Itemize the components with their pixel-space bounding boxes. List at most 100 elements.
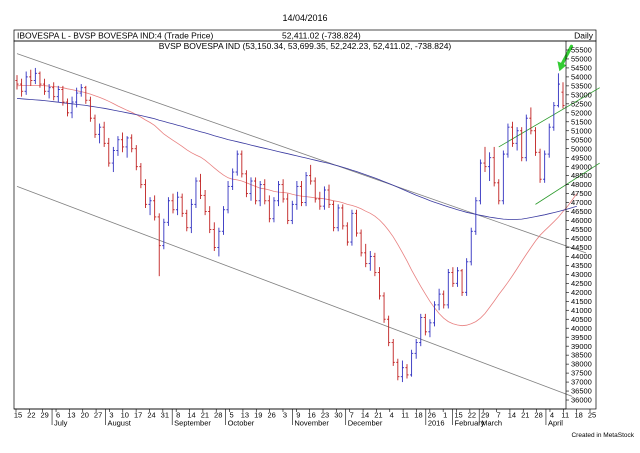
ohlc-bar — [364, 243, 368, 268]
x-tick-label: 14 — [187, 411, 195, 420]
ohlc-bar — [166, 197, 171, 226]
chart-subtitle: BVSP BOVESPA IND (53,150.34, 53,699.35, … — [159, 41, 452, 51]
x-tick-label: 15 — [454, 411, 462, 420]
ohlc-bar — [19, 78, 24, 97]
ohlc-bar — [198, 173, 203, 199]
x-tick-label: 11 — [401, 411, 409, 420]
x-tick-label: 9 — [296, 411, 300, 420]
trendline-3[interactable] — [535, 162, 600, 205]
y-tick-label: 43000 — [571, 270, 592, 279]
x-tick-label: 20 — [81, 411, 89, 420]
ohlc-bar — [497, 179, 501, 205]
ohlc-bar — [56, 85, 60, 103]
ohlc-bar — [276, 181, 281, 207]
y-tick-label: 46000 — [571, 216, 592, 225]
y-tick-label: 48000 — [571, 180, 592, 189]
ohlc-bar — [299, 181, 304, 207]
ohlc-bar — [111, 146, 115, 173]
y-tick-label: 43500 — [571, 261, 592, 270]
ohlc-bar — [561, 82, 565, 109]
ohlc-bar — [235, 150, 239, 176]
y-tick-label: 51500 — [571, 117, 592, 126]
ohlc-bar — [373, 252, 377, 277]
ohlc-bar — [547, 123, 551, 158]
ohlc-bar — [341, 204, 345, 230]
ohlc-bar — [318, 191, 322, 210]
ohlc-bar — [474, 197, 478, 235]
ohlc-bar — [143, 179, 148, 208]
y-tick-label: 54000 — [571, 73, 592, 82]
ohlc-bar — [249, 177, 253, 201]
ohlc-bar — [336, 204, 340, 232]
x-tick-label: 29 — [41, 411, 49, 420]
plot-area[interactable] — [13, 40, 597, 410]
y-tick-label: 52500 — [571, 99, 592, 108]
x-tick-label: 18 — [574, 411, 582, 420]
y-tick-label: 41000 — [571, 306, 592, 315]
ohlc-bar — [61, 85, 65, 106]
y-tick-label: 40500 — [571, 315, 592, 324]
x-tick-label: 14 — [361, 411, 369, 420]
y-tick-label: 37500 — [571, 369, 592, 378]
y-tick-label: 51000 — [571, 126, 592, 135]
y-tick-label: 41500 — [571, 297, 592, 306]
ohlc-bar — [451, 267, 455, 287]
ohlc-bar — [290, 200, 294, 225]
ohlc-bar — [281, 179, 285, 203]
ohlc-bar — [153, 195, 157, 221]
ohlc-bar — [171, 193, 175, 214]
y-tick-label: 47000 — [571, 198, 592, 207]
y-tick-label: 53000 — [571, 90, 592, 99]
x-tick-label: 25 — [588, 411, 596, 420]
x-tick-label: 28 — [214, 411, 222, 420]
y-tick-label: 48500 — [571, 171, 592, 180]
ohlc-bar — [501, 150, 505, 205]
ohlc-bar — [125, 136, 129, 158]
ohlc-bar — [258, 181, 262, 207]
y-tick-label: 38000 — [571, 360, 592, 369]
x-tick-label: 3 — [283, 411, 287, 420]
ohlc-bar — [345, 222, 349, 246]
ohlc-bar — [208, 206, 212, 234]
month-label: August — [107, 419, 131, 428]
ohlc-bar — [217, 227, 221, 257]
ohlc-bar — [267, 195, 271, 223]
x-tick-label: 8 — [176, 411, 180, 420]
ohlc-bar — [52, 82, 56, 101]
ohlc-bar — [533, 127, 538, 156]
ohlc-bar — [465, 258, 469, 296]
ohlc-bar — [409, 349, 414, 377]
ohlc-bar — [382, 292, 386, 323]
x-tick-label: 14 — [508, 411, 516, 420]
month-label: November — [294, 419, 329, 428]
ohlc-bar — [65, 98, 70, 117]
trendline-0[interactable] — [16, 53, 587, 254]
y-tick-label: 36500 — [571, 387, 592, 396]
ohlc-bar — [185, 209, 189, 232]
y-tick-label: 55500 — [571, 46, 592, 55]
x-tick-label: 1 — [443, 411, 447, 420]
x-tick-label: 15 — [14, 411, 22, 420]
ohlc-bar — [226, 181, 230, 214]
x-tick-label: 26 — [267, 411, 275, 420]
x-tick-label: 22 — [27, 411, 35, 420]
green-arrow-icon — [557, 44, 574, 72]
y-tick-label: 49500 — [571, 153, 592, 162]
trendline-1[interactable] — [16, 186, 573, 397]
y-tick-label: 42500 — [571, 279, 592, 288]
ohlc-bar — [15, 75, 19, 90]
trendlines — [16, 53, 600, 397]
ohlc-bar — [120, 132, 125, 153]
y-tick-label: 47500 — [571, 189, 592, 198]
ohlc-bar — [88, 96, 93, 122]
ohlc-bar — [33, 67, 37, 85]
ohlc-bar — [47, 84, 51, 99]
trendline-2[interactable] — [498, 87, 600, 148]
ohlc-bar — [492, 146, 496, 187]
arrow-shaft — [559, 44, 574, 67]
ohlc-bar — [295, 181, 299, 210]
x-tick-label: 30 — [334, 411, 342, 420]
x-tick-label: 26 — [428, 411, 436, 420]
y-tick-label: 53500 — [571, 81, 592, 90]
